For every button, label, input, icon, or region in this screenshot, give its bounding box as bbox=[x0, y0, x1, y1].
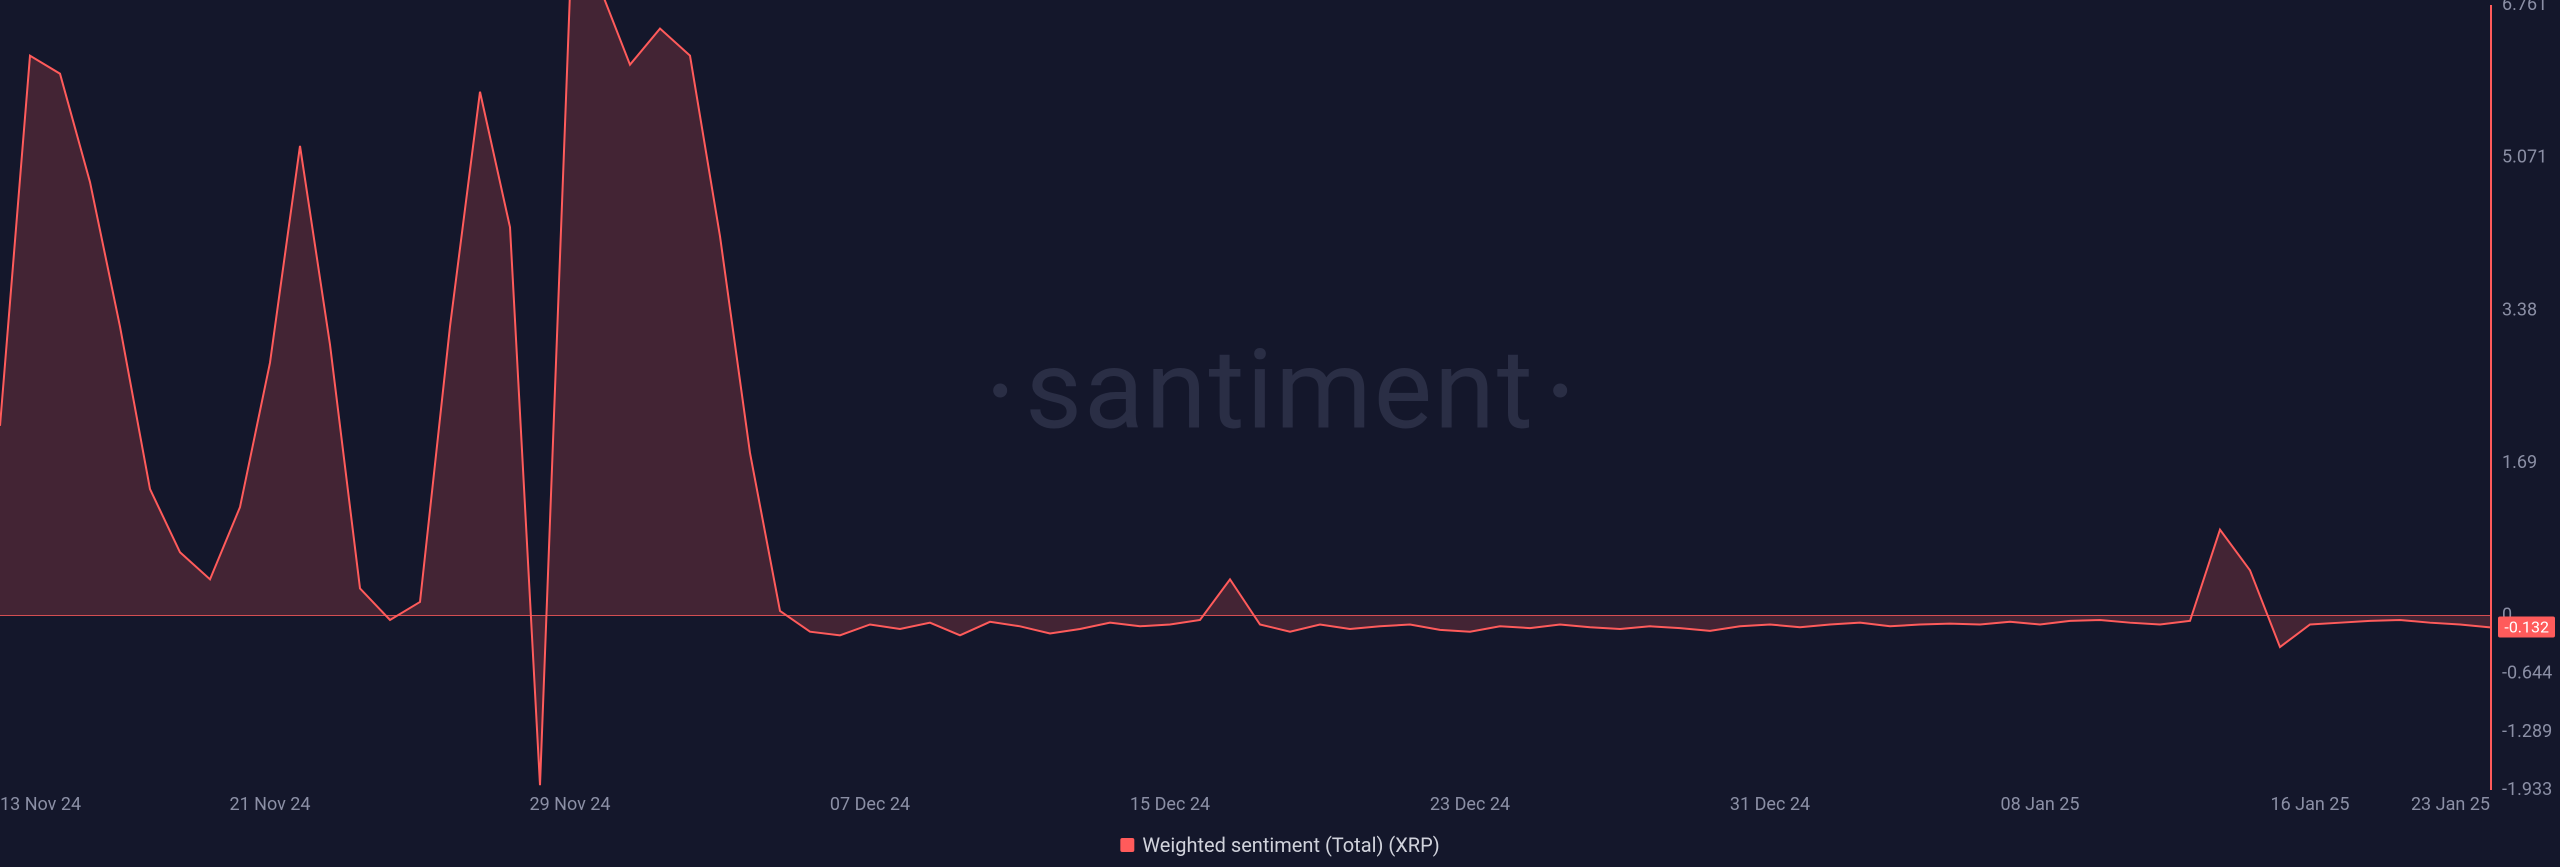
legend-swatch bbox=[1120, 838, 1134, 852]
y-tick-label: -0.644 bbox=[2502, 663, 2552, 684]
x-tick-label: 29 Nov 24 bbox=[529, 794, 610, 815]
x-tick-label: 08 Jan 25 bbox=[2000, 794, 2079, 815]
x-tick-label: 16 Jan 25 bbox=[2270, 794, 2349, 815]
y-tick-label: 5.071 bbox=[2502, 147, 2547, 168]
current-value-badge: -0.132 bbox=[2498, 617, 2555, 638]
chart-svg: 13 Nov 24 21 Nov 24 29 Nov 24 07 Dec 24 15 D… bbox=[0, 0, 2560, 867]
current-value-text: -0.132 bbox=[2504, 618, 2549, 637]
x-tick-label: 31 Dec 24 bbox=[1730, 794, 1810, 815]
chart-legend: Weighted sentiment (Total) (XRP) bbox=[1120, 833, 1439, 857]
y-tick-label: 1.69 bbox=[2502, 452, 2537, 473]
x-tick-label: 23 Jan 25 bbox=[2411, 794, 2490, 815]
x-tick-label: 23 Dec 24 bbox=[1430, 794, 1510, 815]
y-tick-label: 6.761 bbox=[2502, 0, 2547, 15]
y-axis-line bbox=[2490, 5, 2492, 790]
legend-label: Weighted sentiment (Total) (XRP) bbox=[1142, 833, 1439, 857]
x-tick-label: 13 Nov 24 bbox=[0, 794, 81, 815]
x-tick-label: 07 Dec 24 bbox=[830, 794, 910, 815]
y-tick-label: 3.38 bbox=[2502, 299, 2537, 320]
y-tick-label: -1.933 bbox=[2502, 779, 2552, 800]
x-tick-label: 15 Dec 24 bbox=[1130, 794, 1210, 815]
sentiment-chart[interactable]: santiment 13 Nov 2421 Nov 2429 Nov 2407 … bbox=[0, 0, 2560, 867]
x-tick-label: 21 Nov 24 bbox=[229, 794, 310, 815]
y-tick-label: -1.289 bbox=[2502, 721, 2552, 742]
